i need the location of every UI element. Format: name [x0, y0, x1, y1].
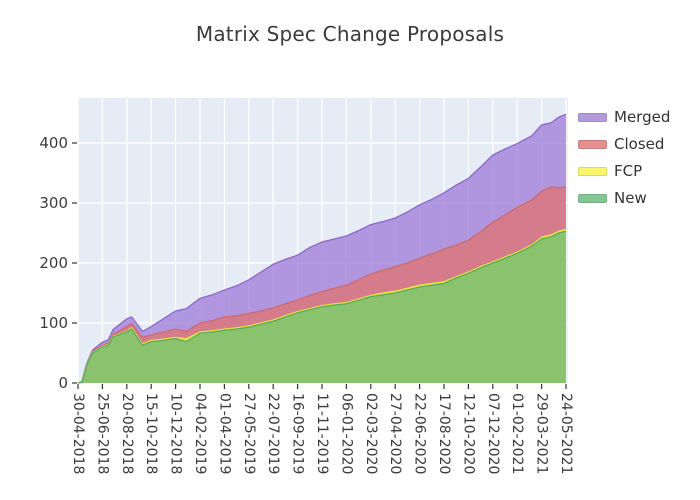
legend-item-merged: Merged — [578, 108, 670, 126]
x-tick-label: 22-06-2020 — [412, 393, 428, 474]
x-tick-label: 01-02-2021 — [509, 393, 525, 474]
line-closed — [77, 186, 567, 384]
y-tick-label: 0 — [58, 374, 68, 392]
x-tick-label: 15-10-2018 — [143, 393, 159, 474]
y-tick-label: 200 — [39, 254, 68, 272]
x-tick-label: 07-12-2020 — [485, 393, 501, 474]
x-tick-label: 22-07-2019 — [265, 393, 281, 474]
fcp-swatch-icon — [578, 166, 607, 176]
x-tick-label: 10-12-2018 — [168, 393, 184, 474]
legend-label: Closed — [614, 135, 665, 153]
merged-swatch-icon — [578, 112, 607, 122]
x-tick-label: 27-05-2019 — [241, 393, 257, 474]
legend-item-closed: Closed — [578, 135, 670, 153]
x-tick-label: 27-04-2020 — [387, 393, 403, 474]
x-tick-label: 01-04-2019 — [216, 393, 232, 474]
x-tick-label: 20-08-2018 — [119, 393, 135, 474]
legend-label: FCP — [614, 162, 643, 180]
legend-label: New — [614, 189, 647, 207]
legend-item-fcp: FCP — [578, 162, 670, 180]
x-tick-label: 25-06-2018 — [94, 393, 110, 474]
x-tick-label: 30-04-2018 — [70, 393, 86, 474]
x-tick-label: 17-08-2020 — [436, 393, 452, 474]
chart-legend: Merged Closed FCP New — [578, 108, 670, 207]
y-tick-label: 400 — [39, 134, 68, 152]
line-merged — [77, 113, 567, 384]
x-tick-label: 02-03-2020 — [363, 393, 379, 474]
legend-label: Merged — [614, 108, 671, 126]
y-tick-label: 100 — [39, 314, 68, 332]
line-new — [77, 230, 567, 384]
new-swatch-icon — [578, 193, 607, 203]
chart-title: Matrix Spec Change Proposals — [195, 22, 505, 46]
line-fcp — [77, 228, 567, 384]
x-tick-label: 16-09-2019 — [290, 393, 306, 474]
x-tick-label: 04-02-2019 — [192, 393, 208, 474]
x-tick-label: 29-03-2021 — [534, 393, 550, 474]
y-tick-label: 300 — [39, 194, 68, 212]
x-tick-label: 06-01-2020 — [338, 393, 354, 474]
x-tick-label: 12-10-2020 — [460, 393, 476, 474]
x-tick-label: 24-05-2021 — [558, 393, 574, 474]
legend-item-new: New — [578, 189, 670, 207]
x-tick-label: 11-11-2019 — [314, 393, 330, 474]
closed-swatch-icon — [578, 139, 607, 149]
